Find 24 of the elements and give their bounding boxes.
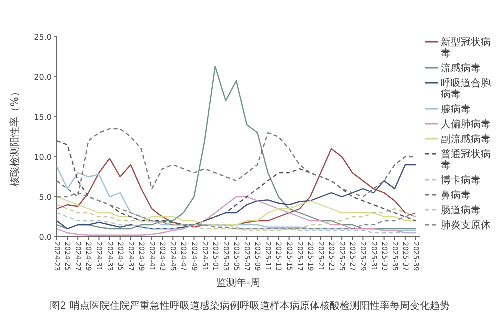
legend-label: 人偏肺病毒 [441, 118, 491, 130]
legend-label: 新型冠状病毒 [441, 36, 491, 60]
legend-label: 肠道病毒 [441, 204, 481, 216]
line-series [56, 212, 417, 234]
y-tick-label: 15.0 [34, 113, 52, 122]
y-tick-label: 0.0 [39, 233, 52, 242]
line-series [56, 196, 417, 236]
legend-label: 普通冠状病毒 [441, 148, 491, 172]
legend-label: 呼吸道合胞病毒 [441, 78, 491, 100]
y-tick-label: 5.0 [39, 193, 52, 202]
y-tick-label: 20.0 [34, 73, 52, 82]
y-axis-title: 核酸检测阳性率（%） [9, 87, 21, 188]
legend-label: 鼻病毒 [441, 190, 471, 202]
line-series [56, 66, 417, 230]
y-tick-label: 25.0 [34, 33, 52, 42]
legend-label: 流感病毒 [441, 62, 481, 74]
legend-label: 副流感病毒 [441, 134, 491, 146]
legend-label: 博卡病毒 [441, 174, 481, 186]
x-axis-title: 监测年-周 [216, 277, 260, 289]
line-series [56, 204, 417, 232]
y-tick-label: 10.0 [34, 153, 52, 162]
legend-label: 肺炎支原体 [441, 220, 491, 232]
caption: 图2 哨点医院住院严重急性呼吸道感染病例呼吸道样本病原体核酸检测阳性率每周变化趋势 [50, 300, 450, 312]
legend-label: 腺病毒 [441, 104, 471, 116]
